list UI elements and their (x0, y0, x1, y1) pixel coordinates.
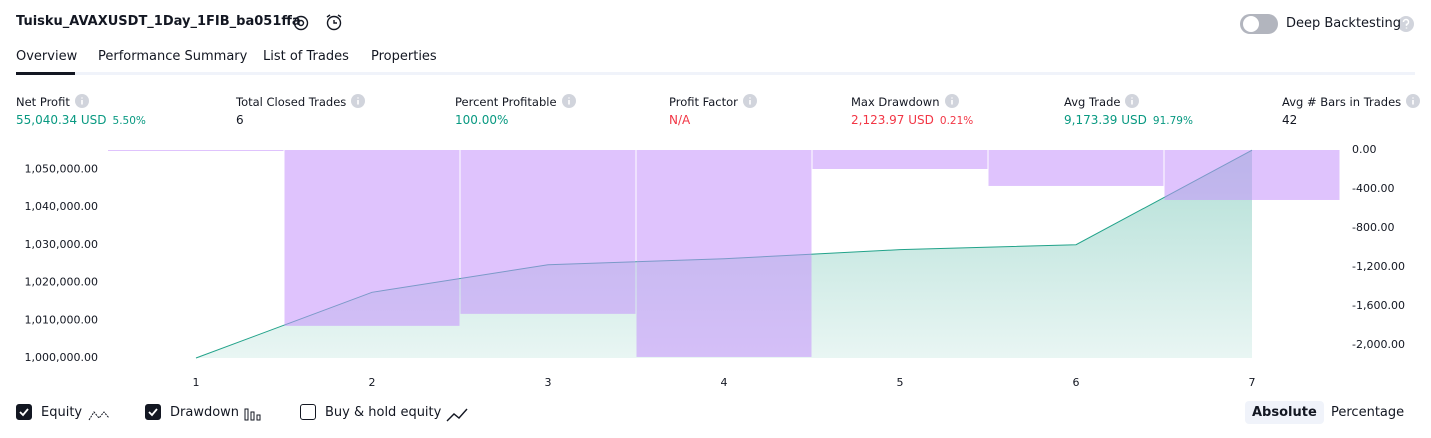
metric-value-text: N/A (669, 113, 691, 127)
help-icon[interactable] (1398, 16, 1414, 32)
y-tick-label: 1,030,000.00 (25, 238, 98, 251)
info-icon[interactable] (74, 94, 89, 108)
y-tick-label: 1,050,000.00 (25, 162, 98, 175)
y-tick-label: 1,040,000.00 (25, 200, 98, 213)
info-icon[interactable] (561, 94, 576, 108)
toggle-knob (1243, 16, 1259, 32)
x-tick-label: 4 (721, 376, 728, 389)
metric-label: Total Closed Trades (236, 94, 366, 109)
checkmark (19, 408, 29, 417)
metric-value: 6 (236, 113, 244, 127)
metric-value: 2,123.97 USD 0.21% (851, 113, 973, 127)
drawdown-bar (812, 150, 988, 169)
metric-percent: 91.79% (1152, 115, 1193, 127)
metric-label: Avg # Bars in Trades (1282, 94, 1421, 109)
checkbox-label: Equity (41, 404, 83, 420)
x-tick-label: 7 (1249, 376, 1256, 389)
info-icon[interactable] (944, 94, 959, 108)
x-tick-label: 6 (1073, 376, 1080, 389)
metric-percent: 0.21% (939, 115, 974, 127)
metric-value-text: 6 (236, 113, 244, 127)
tab[interactable]: Overview (16, 49, 78, 64)
drawdown-bar (1164, 150, 1340, 200)
metric-label: Percent Profitable (455, 94, 576, 109)
tab-bar-line (16, 72, 1415, 75)
tab[interactable]: List of Trades (263, 49, 349, 64)
tab-active-underline (16, 72, 75, 75)
mode-button[interactable]: Absolute (1245, 401, 1324, 424)
metric-value: 42 (1282, 113, 1297, 127)
equity-legend-icon (88, 411, 110, 421)
x-tick-label: 5 (897, 376, 904, 389)
gear-icon[interactable] (293, 15, 309, 31)
metric-value-text: 42 (1282, 113, 1298, 127)
checkbox[interactable] (16, 404, 32, 420)
checkmark (148, 408, 158, 417)
strategy-title: Tuisku_AVAXUSDT_1Day_1FIB_ba051ffa (16, 14, 301, 29)
checkbox-row[interactable]: Drawdown (145, 404, 239, 420)
drawdown-bar (284, 150, 460, 326)
metric-value: 9,173.39 USD 91.79% (1064, 113, 1193, 127)
metric-label: Profit Factor (669, 94, 757, 109)
metric-value: 55,040.34 USD 5.50% (16, 113, 146, 127)
y2-tick-label: -1,200.00 (1352, 260, 1405, 273)
tab[interactable]: Properties (371, 49, 437, 64)
x-tick-label: 1 (193, 376, 200, 389)
metric-label: Avg Trade (1064, 94, 1140, 109)
metric-value-text: 55,040.34 USD (16, 113, 107, 127)
y-tick-label: 1,010,000.00 (25, 313, 98, 326)
checkbox-label: Buy & hold equity (325, 404, 442, 420)
metric-value: 100.00% (455, 113, 508, 127)
metric-value-text: 9,173.39 USD (1064, 113, 1147, 127)
y2-tick-label: -1,600.00 (1352, 299, 1405, 312)
drawdown-bar (108, 150, 284, 151)
y-tick-label: 1,000,000.00 (25, 351, 98, 364)
x-tick-label: 3 (545, 376, 552, 389)
metric-percent: 5.50% (112, 115, 146, 127)
metric-value-text: 2,123.97 USD (851, 113, 934, 127)
drawdown-bar (636, 150, 812, 357)
alert-icon[interactable] (326, 14, 342, 31)
y-tick-label: 1,020,000.00 (25, 276, 98, 289)
tab[interactable]: Performance Summary (98, 49, 248, 64)
buyhold-legend-icon (446, 408, 468, 422)
info-icon[interactable] (742, 94, 757, 108)
info-icon[interactable] (1406, 94, 1421, 108)
y2-tick-label: 0.00 (1352, 143, 1377, 156)
info-icon[interactable] (1125, 94, 1140, 108)
y2-tick-label: -2,000.00 (1352, 338, 1405, 351)
mode-button[interactable]: Percentage (1331, 405, 1405, 420)
metric-value-text: 100.00% (455, 113, 509, 127)
checkbox-row[interactable]: Buy & hold equity (300, 404, 441, 420)
y2-tick-label: -800.00 (1352, 221, 1394, 234)
drawdown-legend-icon (244, 408, 261, 421)
metric-label: Net Profit (16, 94, 89, 109)
drawdown-bar (460, 150, 636, 314)
checkbox[interactable] (145, 404, 161, 420)
toggle-label: Deep Backtesting (1286, 16, 1402, 31)
checkbox[interactable] (300, 404, 316, 420)
y2-tick-label: -400.00 (1352, 182, 1394, 195)
checkbox-row[interactable]: Equity (16, 404, 82, 420)
metric-value: N/A (669, 113, 690, 127)
drawdown-bar (988, 150, 1164, 186)
checkbox-label: Drawdown (170, 404, 240, 420)
metric-label: Max Drawdown (851, 94, 959, 109)
x-tick-label: 2 (369, 376, 376, 389)
equity-area (196, 150, 1252, 358)
info-icon[interactable] (351, 94, 366, 108)
